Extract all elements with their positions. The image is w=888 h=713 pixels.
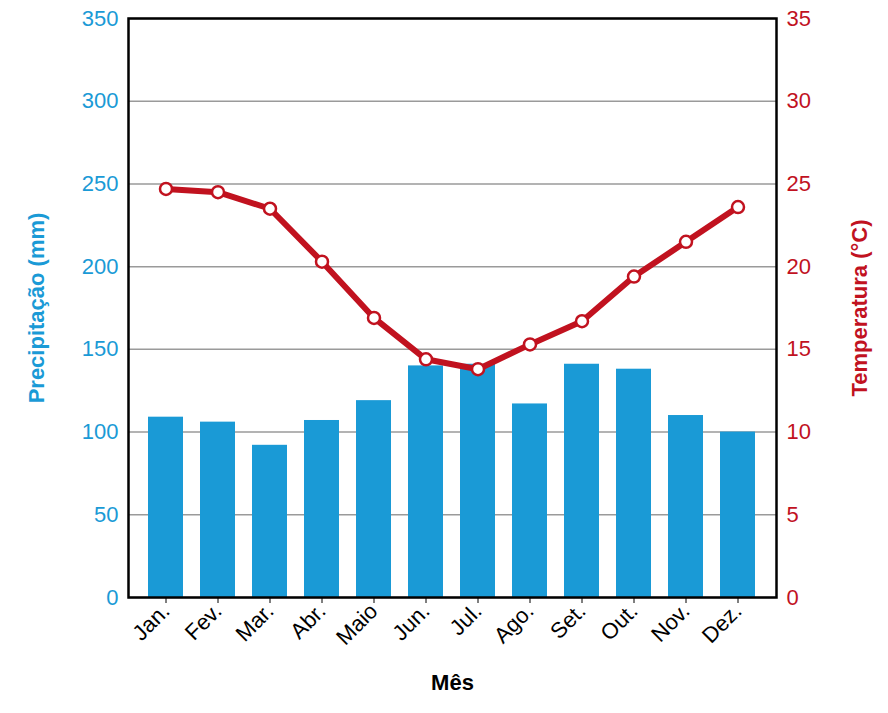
svg-text:Out.: Out. bbox=[595, 598, 642, 645]
svg-text:Temperatura (°C): Temperatura (°C) bbox=[847, 219, 872, 396]
svg-text:250: 250 bbox=[82, 171, 119, 196]
svg-text:350: 350 bbox=[82, 6, 119, 31]
svg-text:Jan.: Jan. bbox=[127, 598, 174, 645]
svg-text:15: 15 bbox=[787, 336, 811, 361]
svg-text:10: 10 bbox=[787, 419, 811, 444]
svg-text:Ago.: Ago. bbox=[489, 598, 539, 648]
svg-text:100: 100 bbox=[82, 419, 119, 444]
svg-text:Precipitação (mm): Precipitação (mm) bbox=[24, 213, 49, 404]
svg-text:Fev.: Fev. bbox=[180, 598, 227, 645]
svg-text:5: 5 bbox=[787, 502, 799, 527]
svg-text:Dez.: Dez. bbox=[697, 598, 747, 648]
svg-text:Maio: Maio bbox=[331, 598, 382, 649]
svg-text:Set.: Set. bbox=[545, 598, 590, 643]
svg-text:30: 30 bbox=[787, 88, 811, 113]
svg-text:35: 35 bbox=[787, 6, 811, 31]
svg-text:0: 0 bbox=[106, 585, 118, 610]
svg-text:20: 20 bbox=[787, 254, 811, 279]
svg-text:150: 150 bbox=[82, 336, 119, 361]
svg-text:Jul.: Jul. bbox=[445, 598, 487, 640]
svg-text:200: 200 bbox=[82, 254, 119, 279]
svg-text:Mar.: Mar. bbox=[231, 598, 279, 646]
svg-text:300: 300 bbox=[82, 88, 119, 113]
svg-text:Abr.: Abr. bbox=[285, 598, 330, 643]
svg-text:50: 50 bbox=[94, 502, 118, 527]
svg-text:Nov.: Nov. bbox=[646, 598, 695, 647]
svg-text:Jun.: Jun. bbox=[387, 598, 434, 645]
svg-text:Mês: Mês bbox=[431, 670, 474, 695]
svg-text:0: 0 bbox=[787, 585, 799, 610]
svg-text:25: 25 bbox=[787, 171, 811, 196]
